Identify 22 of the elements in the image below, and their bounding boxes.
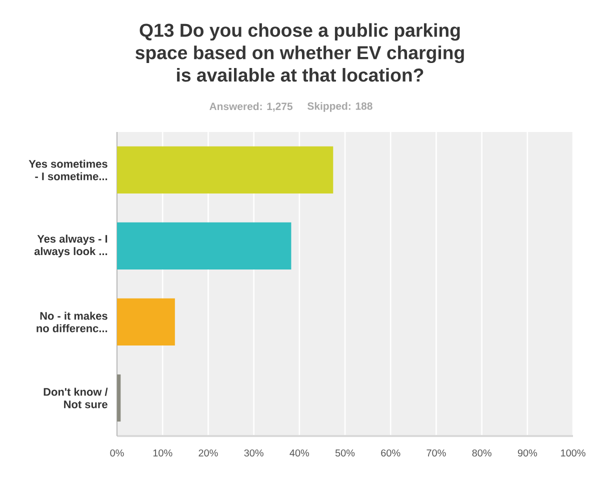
bar	[117, 222, 292, 270]
x-tick-label: 30%	[244, 449, 264, 457]
text: Skipped: 188	[308, 102, 372, 112]
x-tick-label: 60%	[381, 449, 400, 457]
bar	[117, 146, 334, 194]
y-tick-label: Yes sometimes - I sometime...	[28, 160, 108, 180]
x-tick-label: 10%	[153, 449, 172, 457]
x-tick-label: 70%	[426, 449, 446, 457]
y-tick-label: Yes always - I always look ...	[34, 234, 108, 258]
x-tick-label: 80%	[472, 449, 492, 457]
x-tick-label: 40%	[290, 449, 310, 457]
x-tick-label: 20%	[198, 449, 218, 457]
x-tick-label: 0%	[110, 449, 124, 457]
chart-subtitle: Answered: 1,275	[210, 102, 292, 112]
x-tick-label: 90%	[518, 449, 538, 457]
x-tick-label: 50%	[335, 449, 355, 457]
bar	[117, 374, 121, 422]
y-tick-label: Don't know / Not sure	[44, 388, 108, 408]
chart-title: Q13 Do you choose a public parking space based on whether EV charging is available at that location?	[136, 23, 464, 82]
y-tick-label: No - it makes no differenc...	[36, 312, 108, 332]
x-tick-label: 100%	[561, 449, 586, 457]
bar	[117, 298, 175, 346]
